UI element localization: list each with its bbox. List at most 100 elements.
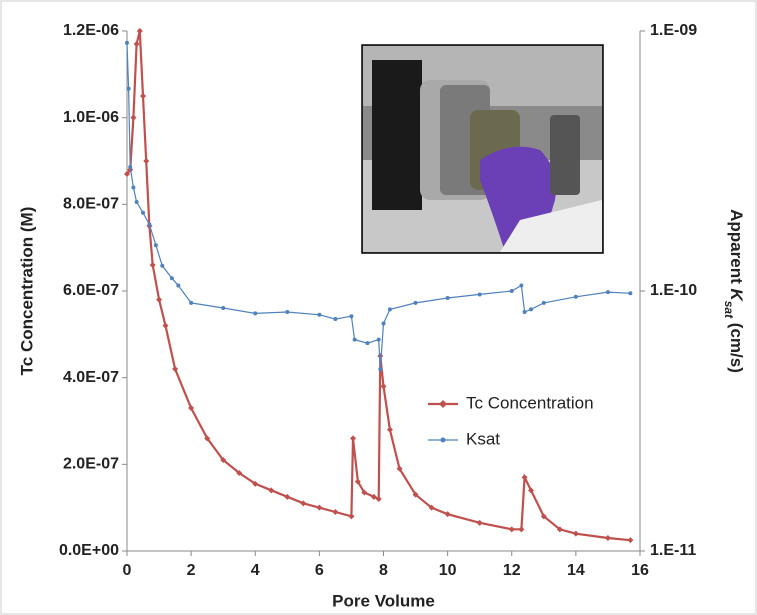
tc-point (143, 158, 150, 164)
x-tick-label: 0 (123, 562, 132, 579)
ksat-point (381, 321, 386, 326)
tc-point (627, 537, 634, 544)
x-tick-label: 8 (379, 562, 388, 579)
tc-point (140, 93, 147, 99)
tc-point (396, 465, 403, 472)
ksat-point (541, 300, 546, 305)
y2-axis-label-part: sat (722, 301, 736, 319)
tc-point (133, 41, 140, 47)
ksat-point (378, 367, 383, 372)
ksat-point (528, 307, 533, 312)
tc-point (428, 504, 435, 511)
tc-point (386, 426, 393, 433)
ksat-point (125, 40, 129, 45)
ksat-point (141, 210, 146, 215)
ksat-point (285, 310, 290, 315)
ksat-point (189, 300, 194, 305)
tc-point (476, 519, 483, 526)
ksat-point (147, 222, 152, 227)
tc-point (350, 435, 357, 442)
ksat-point (352, 337, 357, 342)
ksat-point (333, 317, 338, 322)
y-tick-label: 2.0E-07 (63, 456, 119, 473)
y-tick-label: 1.0E-06 (63, 109, 119, 126)
ksat-point (176, 283, 181, 288)
ksat-point (126, 86, 131, 91)
tc-point (156, 296, 163, 303)
ksat-point (376, 337, 381, 342)
tc-point (236, 470, 243, 476)
tc-point (527, 487, 534, 494)
tc-point (188, 405, 195, 411)
y2-axis-label: Apparent Ksat (cm/s) (722, 209, 746, 373)
tc-point (268, 487, 275, 494)
tc-point (204, 435, 211, 442)
tc-point (220, 457, 227, 463)
tc-point (518, 526, 525, 533)
y2-tick-label: 1.E-10 (650, 282, 697, 299)
y2-axis-label-part: Apparent (727, 209, 746, 288)
x-tick-label: 4 (251, 562, 260, 579)
ksat-point (387, 307, 392, 312)
x-tick-label: 14 (567, 562, 585, 579)
ksat-point (134, 199, 139, 204)
tc-point (375, 496, 382, 502)
ksat-point (169, 276, 174, 281)
y-tick-label: 8.0E-07 (63, 196, 119, 213)
tc-point (521, 474, 528, 481)
ksat-point (413, 300, 418, 305)
ksat-point (131, 185, 136, 190)
y-tick-label: 6.0E-07 (63, 282, 119, 299)
tc-point (316, 504, 323, 511)
x-tick-label: 12 (503, 562, 521, 579)
tc-point (604, 535, 611, 541)
tc-point (149, 262, 156, 268)
tc-point (572, 530, 579, 537)
tc-point (252, 480, 259, 487)
ksat-point (522, 310, 527, 315)
ksat-point (628, 291, 633, 296)
y2-axis-label-part: (cm/s) (727, 318, 746, 373)
ksat-point (253, 311, 258, 316)
y-tick-label: 0.0E+00 (59, 542, 119, 559)
y-axis-label: Tc Concentration (M) (17, 207, 36, 376)
tc-point (284, 493, 291, 500)
tc-point (354, 478, 361, 485)
ksat-point (317, 312, 322, 317)
x-tick-label: 2 (187, 562, 196, 579)
ksat-point (221, 306, 226, 311)
tc-point (540, 513, 547, 520)
tc-point (300, 500, 307, 507)
legend-label: Tc Concentration (466, 393, 594, 412)
x-tick-label: 10 (439, 562, 457, 579)
tc-point (361, 489, 368, 496)
y2-tick-label: 1.E-11 (650, 542, 696, 559)
tc-point (124, 171, 130, 177)
ksat-point (509, 289, 514, 293)
tc-point (380, 383, 387, 390)
legend-marker (439, 400, 447, 408)
tc-point (412, 491, 419, 498)
tc-point (162, 322, 169, 329)
x-axis-label: Pore Volume (332, 591, 435, 610)
legend-marker (440, 437, 446, 443)
legend-label: Ksat (466, 429, 500, 448)
tc-point (370, 493, 377, 500)
tc-point (348, 513, 355, 520)
y2-tick-label: 1.E-09 (650, 22, 697, 39)
ksat-point (153, 243, 158, 248)
ksat-point (477, 292, 482, 297)
y-tick-label: 4.0E-07 (63, 369, 119, 386)
tc-point (508, 526, 515, 533)
ksat-point (349, 314, 354, 319)
ksat-point (519, 283, 524, 288)
y2-axis-label-part: K (727, 288, 746, 302)
tc-point (172, 366, 179, 372)
photo-inset (361, 44, 604, 254)
ksat-point (128, 164, 133, 169)
tc-point (332, 509, 339, 515)
x-tick-label: 6 (315, 562, 324, 579)
tc-point (130, 114, 137, 121)
ksat-point (573, 294, 578, 299)
